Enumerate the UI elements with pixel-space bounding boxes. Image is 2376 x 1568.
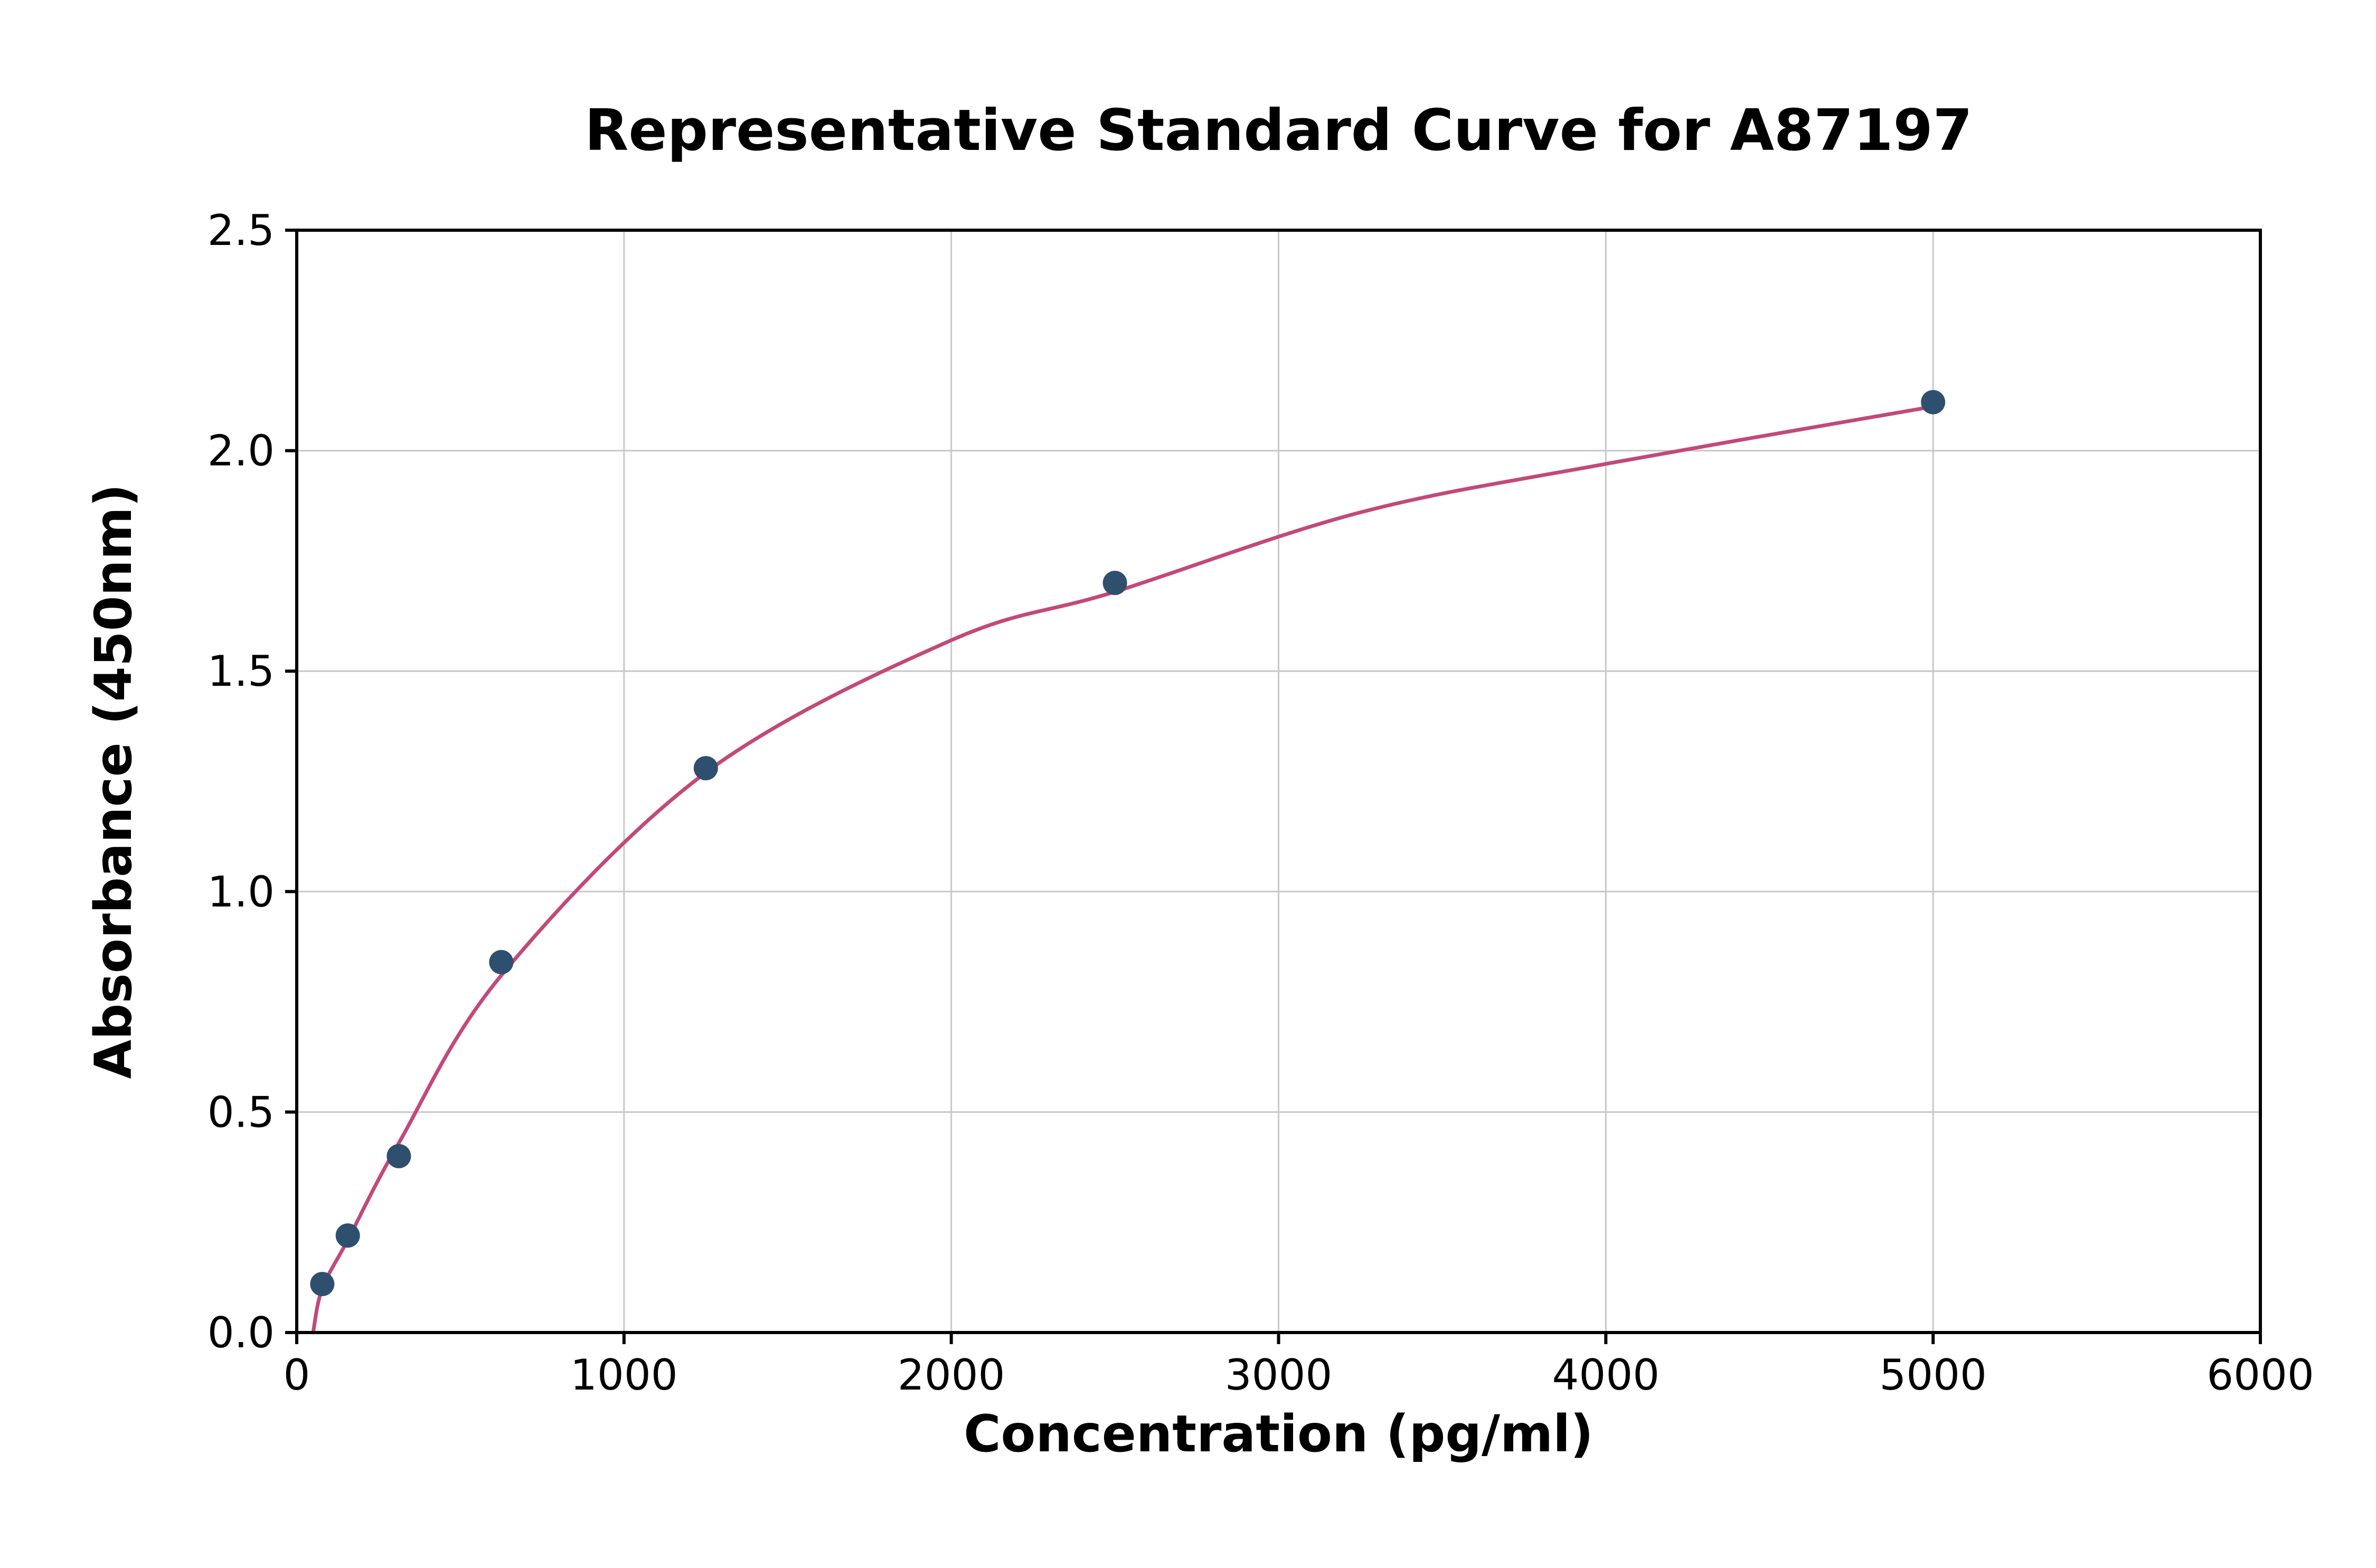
fit-curve-line	[311, 404, 1935, 1335]
data-point	[489, 950, 514, 975]
y-tick-label: 1.5	[208, 647, 275, 696]
data-point	[335, 1223, 360, 1248]
data-point	[693, 755, 718, 780]
data-point	[386, 1144, 411, 1168]
x-tick-label: 2000	[898, 1350, 1005, 1400]
x-tick-label: 3000	[1225, 1350, 1333, 1400]
y-tick-label: 2.0	[208, 427, 275, 476]
x-tick-label: 5000	[1879, 1350, 1987, 1400]
x-tick-label: 0	[284, 1350, 310, 1400]
y-tick-label: 1.0	[208, 867, 275, 917]
data-point	[310, 1272, 335, 1297]
y-tick-label: 2.5	[208, 206, 275, 255]
y-tick-label: 0.5	[208, 1088, 275, 1137]
x-tick-label: 4000	[1552, 1350, 1660, 1400]
x-tick-label: 1000	[570, 1350, 678, 1400]
x-tick-label: 6000	[2207, 1350, 2314, 1400]
x-axis-label: Concentration (pg/ml)	[964, 1404, 1594, 1463]
chart-title: Representative Standard Curve for A87197	[584, 98, 1973, 164]
y-tick-label: 0.0	[208, 1308, 275, 1357]
data-point	[1921, 390, 1946, 414]
data-point	[1102, 571, 1127, 596]
